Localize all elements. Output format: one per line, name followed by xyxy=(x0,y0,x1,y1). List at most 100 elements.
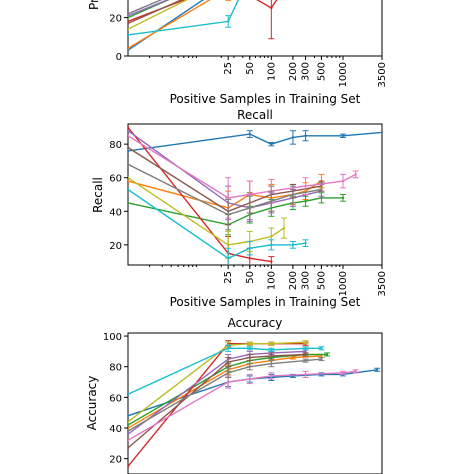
data-point xyxy=(380,131,382,134)
data-point xyxy=(248,206,251,210)
data-point xyxy=(341,371,345,375)
y-tick-label: 40 xyxy=(109,207,122,218)
data-point xyxy=(128,12,130,15)
series-line-5 xyxy=(128,0,183,25)
plot-frame xyxy=(127,0,383,57)
data-point xyxy=(128,432,130,436)
data-point xyxy=(291,136,295,139)
y-axis-label: Recall xyxy=(91,177,105,213)
x-tick-label: 25 xyxy=(223,62,234,75)
data-point xyxy=(354,173,357,176)
data-point xyxy=(291,356,295,359)
data-point xyxy=(270,200,273,203)
data-point xyxy=(128,146,130,149)
data-point xyxy=(226,213,230,216)
chart-title: Accuracy xyxy=(228,316,283,330)
data-point xyxy=(128,126,130,129)
series-line-7 xyxy=(128,0,163,15)
series-line-9 xyxy=(128,0,240,36)
data-point xyxy=(128,149,130,153)
y-tick-label: 80 xyxy=(109,363,122,374)
data-point xyxy=(325,353,329,356)
series-group xyxy=(128,0,278,52)
data-point xyxy=(270,354,273,358)
data-point xyxy=(341,134,345,137)
data-point xyxy=(320,354,323,358)
data-point xyxy=(248,132,251,136)
data-point xyxy=(270,374,273,378)
data-point xyxy=(226,380,230,384)
data-point xyxy=(128,22,130,25)
data-point xyxy=(128,27,130,31)
x-tick-label: 3500 xyxy=(377,62,388,87)
x-tick-label: 300 xyxy=(301,62,312,81)
plot-frame xyxy=(127,332,383,474)
data-point xyxy=(128,134,130,137)
series-line-3 xyxy=(128,343,306,467)
data-point xyxy=(248,356,251,359)
series-line-1 xyxy=(128,355,322,429)
data-point xyxy=(304,359,307,362)
x-tick-label: 50 xyxy=(245,62,256,75)
series-line-9 xyxy=(128,188,306,260)
x-tick-label: 100 xyxy=(266,271,277,290)
y-axis-label: Accuracy xyxy=(85,376,99,431)
data-point xyxy=(128,49,130,52)
data-point xyxy=(128,439,130,442)
data-point xyxy=(226,20,230,23)
data-point xyxy=(282,226,286,230)
data-point xyxy=(128,163,130,166)
y-tick-label: 40 xyxy=(109,424,122,435)
data-point xyxy=(128,414,130,417)
chart-1: 20 40 60 80 25 50 100 200 300 500 1000 3500 Recall Po… xyxy=(91,108,388,309)
chart-2: 20 40 60 80 100 Accuracy Accuracy xyxy=(85,316,383,474)
chart-title: Recall xyxy=(237,108,273,122)
y-axis-label: Pr xyxy=(87,0,101,10)
data-point xyxy=(128,14,130,17)
data-point xyxy=(270,235,273,238)
data-point xyxy=(128,179,130,183)
x-tick-label: 500 xyxy=(316,62,327,81)
series-line-2 xyxy=(128,0,170,19)
y-tick-label: 80 xyxy=(109,140,122,151)
x-tick-label: 200 xyxy=(288,271,299,290)
data-point xyxy=(248,342,251,345)
data-point xyxy=(248,247,251,250)
data-point xyxy=(270,243,273,247)
data-point xyxy=(128,129,130,132)
series-line-1 xyxy=(128,0,211,49)
data-point xyxy=(128,420,130,424)
x-tick-label: 300 xyxy=(301,271,312,290)
data-point xyxy=(270,142,273,146)
data-point xyxy=(128,446,130,450)
data-point xyxy=(354,370,357,373)
data-point xyxy=(226,257,230,260)
x-tick-label: 500 xyxy=(316,271,327,290)
data-point xyxy=(320,188,323,191)
data-point xyxy=(341,196,345,200)
data-point xyxy=(320,357,323,361)
data-point xyxy=(226,360,230,364)
x-tick-label: 25 xyxy=(223,271,234,284)
data-point xyxy=(304,241,307,245)
series-line-3 xyxy=(128,0,278,23)
series-line-4 xyxy=(128,350,306,435)
series-line-2 xyxy=(128,197,343,226)
data-point xyxy=(128,188,130,191)
data-point xyxy=(304,200,307,203)
y-tick-label: 0 xyxy=(116,52,122,63)
x-axis-label: Positive Samples in Training Set xyxy=(170,295,361,309)
data-point xyxy=(248,365,251,368)
data-point xyxy=(270,362,273,365)
data-point xyxy=(128,176,130,179)
y-tick-label: 20 xyxy=(109,241,122,252)
x-axis-label: Positive Samples in Training Set xyxy=(170,92,361,106)
data-point xyxy=(128,20,130,23)
data-point xyxy=(291,193,295,196)
data-point xyxy=(226,243,230,247)
data-point xyxy=(226,347,230,350)
data-point xyxy=(304,373,307,376)
data-point xyxy=(226,371,230,375)
series-line-4 xyxy=(128,130,322,209)
